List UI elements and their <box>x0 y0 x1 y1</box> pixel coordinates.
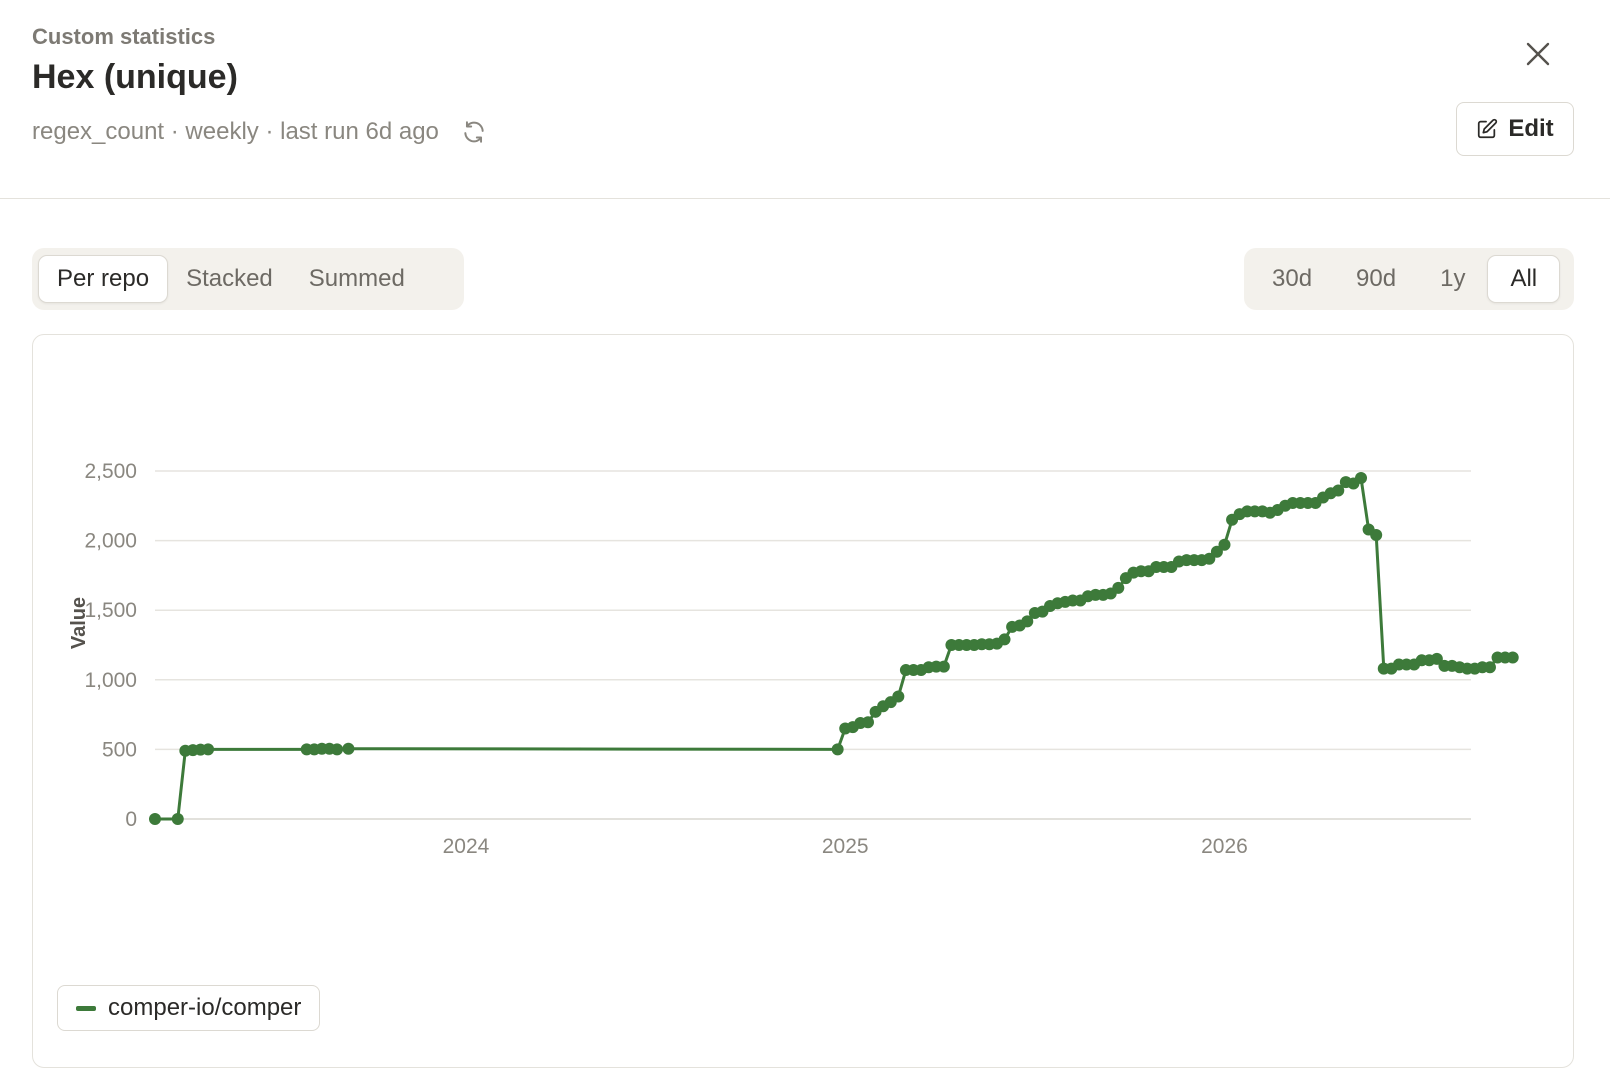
y-tick-label: 1,500 <box>84 599 137 622</box>
data-point[interactable] <box>1355 471 1368 484</box>
y-tick-label: 2,000 <box>84 530 137 553</box>
grid-layer <box>155 470 1471 820</box>
range-30d[interactable]: 30d <box>1272 265 1313 292</box>
y-axis-label: Value <box>68 597 90 649</box>
x-tick-label: 2025 <box>822 835 869 858</box>
y-tick-label: 500 <box>102 738 137 761</box>
line-chart: 0 500 1,000 1,500 2,000 2,500 2024 2025 2026 Va… <box>68 460 1519 858</box>
data-point[interactable] <box>342 742 355 755</box>
x-tick-label: 2026 <box>1201 835 1248 858</box>
data-point[interactable] <box>1210 545 1223 558</box>
y-axis-ticks: 0 500 1,000 1,500 2,000 2,500 <box>84 460 137 831</box>
close-button[interactable] <box>1522 38 1554 70</box>
data-point[interactable] <box>1506 651 1519 664</box>
data-point[interactable] <box>861 716 874 729</box>
data-point[interactable] <box>1370 529 1383 542</box>
y-tick-label: 2,500 <box>84 460 137 483</box>
legend-item[interactable]: comper-io/comper <box>57 985 321 1031</box>
dialog-header: Custom statistics Hex (unique) regex_cou… <box>0 0 1610 199</box>
refresh-icon[interactable] <box>461 119 487 145</box>
statistic-meta: regex_count · weekly · last run 6d ago <box>32 118 487 146</box>
range-1y[interactable]: 1y <box>1440 265 1466 292</box>
view-mode-stacked[interactable]: Stacked <box>186 265 273 292</box>
series-layer <box>149 471 1519 825</box>
data-point[interactable] <box>1430 652 1443 665</box>
view-mode-per-repo[interactable]: Per repo <box>38 255 169 303</box>
data-point[interactable] <box>1218 538 1231 551</box>
chart-card: 0 500 1,000 1,500 2,000 2,500 2024 2025 2026 Va… <box>32 334 1574 1068</box>
data-point[interactable] <box>1112 581 1125 594</box>
page-title: Hex (unique) <box>32 58 238 96</box>
data-point[interactable] <box>1483 661 1496 674</box>
section-eyebrow: Custom statistics <box>32 24 216 49</box>
legend-swatch <box>76 1005 96 1011</box>
data-point[interactable] <box>171 813 184 825</box>
data-point[interactable] <box>831 743 844 756</box>
y-tick-label: 0 <box>125 808 137 831</box>
series-line <box>155 476 1513 821</box>
data-point[interactable] <box>1203 552 1216 565</box>
y-tick-label: 1,000 <box>84 669 137 692</box>
data-point[interactable] <box>149 813 161 825</box>
data-point[interactable] <box>998 633 1011 646</box>
legend-label: comper-io/comper <box>108 994 302 1021</box>
data-point[interactable] <box>1021 615 1034 628</box>
data-point[interactable] <box>937 660 950 673</box>
range-all[interactable]: All <box>1487 255 1561 303</box>
data-point[interactable] <box>1332 484 1345 497</box>
data-point[interactable] <box>331 743 344 756</box>
range-90d[interactable]: 90d <box>1356 265 1397 292</box>
data-point[interactable] <box>892 690 905 703</box>
time-range-switch: 30d 90d 1y All <box>1244 248 1574 310</box>
x-axis-ticks: 2024 2025 2026 <box>443 835 1248 858</box>
x-tick-label: 2024 <box>443 835 490 858</box>
close-icon <box>1526 42 1550 66</box>
edit-button-label: Edit <box>1508 115 1554 142</box>
meta-text: regex_count · weekly · last run 6d ago <box>32 118 439 145</box>
edit-button[interactable]: Edit <box>1456 102 1574 156</box>
view-mode-switch: Per repo Stacked Summed <box>32 248 464 310</box>
pencil-icon <box>1478 118 1498 139</box>
view-mode-summed[interactable]: Summed <box>308 265 405 292</box>
data-point[interactable] <box>202 743 215 756</box>
